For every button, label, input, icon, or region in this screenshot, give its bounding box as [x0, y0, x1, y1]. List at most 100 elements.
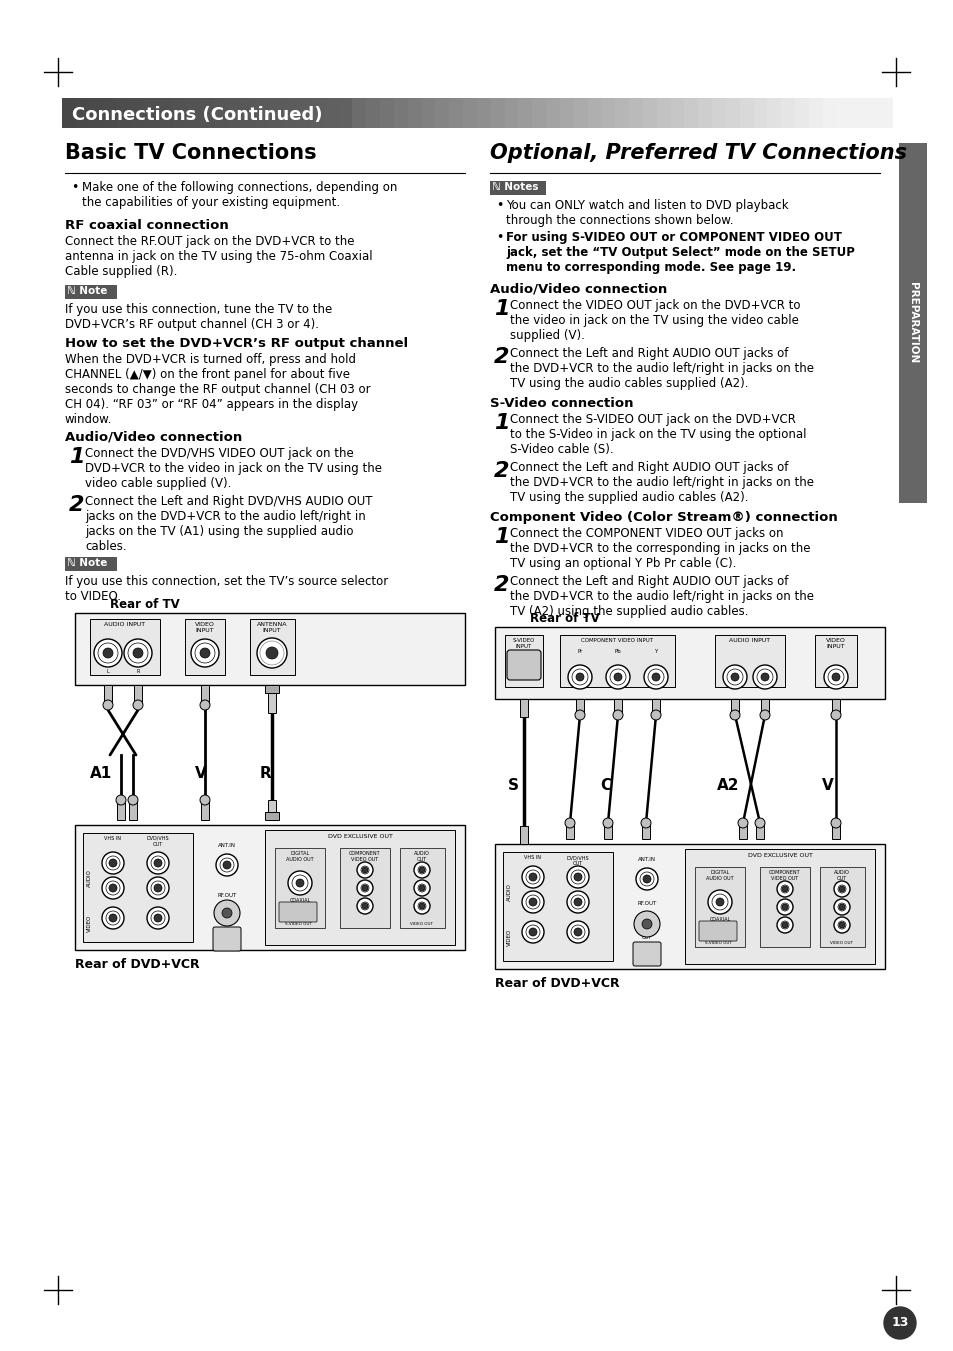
- Text: V: V: [194, 766, 207, 781]
- FancyBboxPatch shape: [213, 927, 241, 951]
- Text: COMPONENT VIDEO INPUT: COMPONENT VIDEO INPUT: [580, 638, 652, 643]
- Bar: [186, 99, 201, 128]
- Bar: [753, 99, 768, 128]
- Bar: [781, 99, 796, 128]
- FancyBboxPatch shape: [278, 902, 316, 921]
- Circle shape: [103, 648, 112, 658]
- Text: Pb: Pb: [614, 648, 620, 654]
- Text: Connect the VIDEO OUT jack on the DVD+VCR to
the video in jack on the TV using t: Connect the VIDEO OUT jack on the DVD+VC…: [510, 299, 800, 342]
- Bar: [250, 619, 294, 676]
- Text: VIDEO: VIDEO: [506, 928, 511, 946]
- Circle shape: [830, 817, 841, 828]
- Bar: [576, 698, 583, 715]
- Text: S-Video connection: S-Video connection: [490, 397, 633, 409]
- Circle shape: [361, 902, 368, 909]
- Text: S-VIDEO
OUT: S-VIDEO OUT: [637, 929, 657, 940]
- Bar: [83, 834, 193, 942]
- Bar: [714, 635, 784, 688]
- Bar: [339, 848, 390, 928]
- Circle shape: [574, 873, 581, 881]
- Bar: [274, 848, 325, 928]
- Bar: [394, 99, 409, 128]
- Text: Rear of DVD+VCR: Rear of DVD+VCR: [495, 977, 619, 990]
- Text: RF.OUT: RF.OUT: [637, 901, 656, 907]
- Circle shape: [781, 886, 787, 892]
- Bar: [642, 99, 658, 128]
- Text: L: L: [107, 669, 110, 674]
- Circle shape: [191, 639, 219, 667]
- Bar: [519, 825, 527, 844]
- Bar: [366, 99, 381, 128]
- Bar: [117, 800, 125, 820]
- Text: COAXIAL: COAXIAL: [709, 917, 730, 921]
- Circle shape: [222, 908, 232, 917]
- Text: Connect the COMPONENT VIDEO OUT jacks on
the DVD+VCR to the corresponding in jac: Connect the COMPONENT VIDEO OUT jacks on…: [510, 527, 810, 570]
- Bar: [684, 848, 874, 965]
- Text: S-VIDEO OUT: S-VIDEO OUT: [284, 921, 311, 925]
- Circle shape: [823, 665, 847, 689]
- Bar: [296, 99, 312, 128]
- Bar: [603, 823, 612, 839]
- Circle shape: [521, 921, 543, 943]
- Bar: [615, 99, 630, 128]
- Bar: [651, 698, 659, 715]
- Bar: [559, 635, 675, 688]
- Bar: [338, 99, 354, 128]
- Text: Y: Y: [654, 648, 657, 654]
- Text: L: L: [733, 685, 736, 690]
- Bar: [75, 613, 464, 685]
- Text: 1: 1: [494, 413, 509, 434]
- Text: DIGITAL
AUDIO OUT: DIGITAL AUDIO OUT: [705, 870, 733, 881]
- Text: 2: 2: [69, 494, 85, 515]
- Text: 1: 1: [494, 527, 509, 547]
- Circle shape: [567, 665, 592, 689]
- Circle shape: [213, 900, 240, 925]
- Circle shape: [102, 907, 124, 929]
- Circle shape: [102, 877, 124, 898]
- Text: Rear of TV: Rear of TV: [110, 598, 179, 611]
- Circle shape: [147, 877, 169, 898]
- Text: Basic TV Connections: Basic TV Connections: [65, 143, 316, 163]
- Circle shape: [651, 673, 659, 681]
- Bar: [265, 685, 278, 693]
- Circle shape: [102, 852, 124, 874]
- Text: S-VIDEO
OUT: S-VIDEO OUT: [216, 912, 236, 923]
- Text: A2: A2: [717, 778, 739, 793]
- Text: Connect the Left and Right AUDIO OUT jacks of
the DVD+VCR to the audio left/righ: Connect the Left and Right AUDIO OUT jac…: [510, 576, 813, 617]
- Bar: [712, 99, 726, 128]
- Bar: [75, 99, 91, 128]
- Circle shape: [776, 898, 792, 915]
- Bar: [228, 99, 243, 128]
- Text: R: R: [136, 669, 139, 674]
- Circle shape: [641, 919, 651, 929]
- Bar: [65, 557, 117, 571]
- Bar: [90, 99, 105, 128]
- Circle shape: [752, 665, 776, 689]
- Circle shape: [418, 867, 424, 873]
- Circle shape: [361, 885, 368, 892]
- Bar: [684, 99, 699, 128]
- Text: ANT.IN: ANT.IN: [218, 843, 235, 848]
- Bar: [145, 99, 160, 128]
- Bar: [814, 635, 856, 688]
- Circle shape: [566, 921, 588, 943]
- Bar: [629, 99, 643, 128]
- Circle shape: [529, 928, 537, 936]
- Text: DVD/VHS
OUT: DVD/VHS OUT: [566, 855, 589, 866]
- Bar: [670, 99, 685, 128]
- Bar: [131, 99, 146, 128]
- Bar: [808, 99, 823, 128]
- Circle shape: [833, 917, 849, 934]
- Circle shape: [566, 866, 588, 888]
- Circle shape: [707, 890, 731, 915]
- Circle shape: [147, 907, 169, 929]
- Text: Rear of DVD+VCR: Rear of DVD+VCR: [75, 958, 199, 971]
- Bar: [265, 830, 455, 944]
- Bar: [495, 627, 884, 698]
- Circle shape: [642, 875, 650, 884]
- Circle shape: [754, 817, 764, 828]
- Circle shape: [147, 852, 169, 874]
- Circle shape: [760, 673, 768, 681]
- Circle shape: [650, 711, 660, 720]
- Bar: [241, 99, 256, 128]
